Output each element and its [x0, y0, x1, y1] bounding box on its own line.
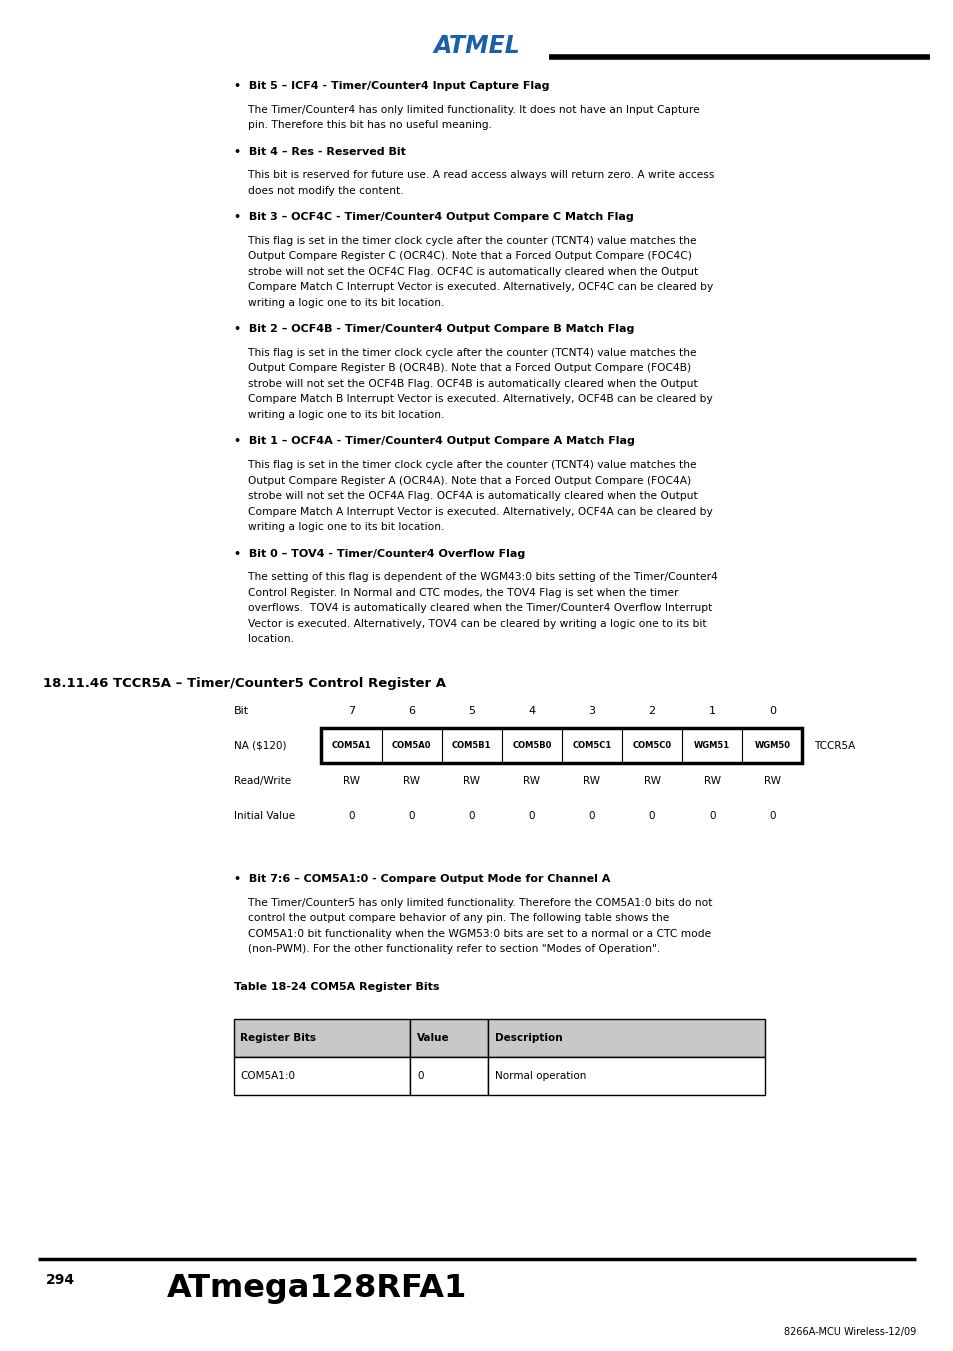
Text: This bit is reserved for future use. A read access always will return zero. A wr: This bit is reserved for future use. A r…: [248, 170, 714, 180]
Text: Table 18-24 COM5A Register Bits: Table 18-24 COM5A Register Bits: [233, 981, 438, 992]
Text: 4: 4: [528, 705, 535, 716]
Text: Normal operation: Normal operation: [495, 1071, 586, 1081]
Text: COM5C1: COM5C1: [572, 742, 611, 750]
Text: 0: 0: [468, 811, 475, 821]
Text: RW: RW: [763, 775, 780, 786]
Text: 0: 0: [648, 811, 655, 821]
Text: RW: RW: [343, 775, 359, 786]
Text: 18.11.46 TCCR5A – Timer/Counter5 Control Register A: 18.11.46 TCCR5A – Timer/Counter5 Control…: [43, 677, 445, 690]
Text: •  Bit 0 – TOV4 - Timer/Counter4 Overflow Flag: • Bit 0 – TOV4 - Timer/Counter4 Overflow…: [233, 549, 524, 558]
Text: strobe will not set the OCF4A Flag. OCF4A is automatically cleared when the Outp: strobe will not set the OCF4A Flag. OCF4…: [248, 490, 697, 501]
Text: This flag is set in the timer clock cycle after the counter (TCNT4) value matche: This flag is set in the timer clock cycl…: [248, 347, 696, 358]
Text: COM5B1: COM5B1: [452, 742, 491, 750]
Text: Description: Description: [495, 1034, 562, 1043]
Bar: [488, 1019, 764, 1056]
Text: •  Bit 3 – OCF4C - Timer/Counter4 Output Compare C Match Flag: • Bit 3 – OCF4C - Timer/Counter4 Output …: [233, 212, 633, 222]
Text: Control Register. In Normal and CTC modes, the TOV4 Flag is set when the timer: Control Register. In Normal and CTC mode…: [248, 588, 678, 597]
Text: ATmega128RFA1: ATmega128RFA1: [167, 1273, 467, 1304]
Text: The Timer/Counter4 has only limited functionality. It does not have an Input Cap: The Timer/Counter4 has only limited func…: [248, 105, 700, 115]
Text: control the output compare behavior of any pin. The following table shows the: control the output compare behavior of a…: [248, 913, 669, 923]
Text: RW: RW: [703, 775, 720, 786]
Text: writing a logic one to its bit location.: writing a logic one to its bit location.: [248, 409, 444, 420]
Text: 0: 0: [708, 811, 715, 821]
Text: TCCR5A: TCCR5A: [813, 740, 854, 751]
Text: location.: location.: [248, 634, 294, 644]
Bar: [410, 1019, 488, 1056]
Text: Output Compare Register A (OCR4A). Note that a Forced Output Compare (FOC4A): Output Compare Register A (OCR4A). Note …: [248, 476, 690, 485]
Text: pin. Therefore this bit has no useful meaning.: pin. Therefore this bit has no useful me…: [248, 120, 492, 130]
Text: The Timer/Counter5 has only limited functionality. Therefore the COM5A1:0 bits d: The Timer/Counter5 has only limited func…: [248, 897, 712, 908]
Text: 5: 5: [468, 705, 475, 716]
Text: Register Bits: Register Bits: [240, 1034, 316, 1043]
Text: WGM50: WGM50: [754, 742, 789, 750]
Text: 8266A-MCU Wireless-12/09: 8266A-MCU Wireless-12/09: [782, 1327, 915, 1336]
Text: COM5A1: COM5A1: [332, 742, 371, 750]
Text: 0: 0: [528, 811, 535, 821]
Text: Read/Write: Read/Write: [233, 775, 291, 786]
Text: Compare Match C Interrupt Vector is executed. Alternatively, OCF4C can be cleare: Compare Match C Interrupt Vector is exec…: [248, 282, 713, 292]
Text: does not modify the content.: does not modify the content.: [248, 185, 403, 196]
Text: This flag is set in the timer clock cycle after the counter (TCNT4) value matche: This flag is set in the timer clock cycl…: [248, 459, 696, 470]
Text: 1: 1: [708, 705, 715, 716]
Text: writing a logic one to its bit location.: writing a logic one to its bit location.: [248, 297, 444, 308]
Text: •  Bit 7:6 – COM5A1:0 - Compare Output Mode for Channel A: • Bit 7:6 – COM5A1:0 - Compare Output Mo…: [233, 874, 610, 884]
Text: Output Compare Register B (OCR4B). Note that a Forced Output Compare (FOC4B): Output Compare Register B (OCR4B). Note …: [248, 363, 690, 373]
Text: Compare Match A Interrupt Vector is executed. Alternatively, OCF4A can be cleare: Compare Match A Interrupt Vector is exec…: [248, 507, 712, 516]
Text: 0: 0: [408, 811, 415, 821]
Text: COM5A1:0: COM5A1:0: [240, 1071, 295, 1081]
Text: •  Bit 4 – Res - Reserved Bit: • Bit 4 – Res - Reserved Bit: [233, 147, 405, 157]
Text: RW: RW: [403, 775, 419, 786]
Text: COM5C0: COM5C0: [632, 742, 671, 750]
Text: strobe will not set the OCF4C Flag. OCF4C is automatically cleared when the Outp: strobe will not set the OCF4C Flag. OCF4…: [248, 266, 698, 277]
Text: 0: 0: [588, 811, 595, 821]
Text: RW: RW: [643, 775, 659, 786]
Text: 2: 2: [648, 705, 655, 716]
Text: •  Bit 5 – ICF4 - Timer/Counter4 Input Capture Flag: • Bit 5 – ICF4 - Timer/Counter4 Input Ca…: [233, 81, 549, 91]
Text: 0: 0: [348, 811, 355, 821]
Text: Compare Match B Interrupt Vector is executed. Alternatively, OCF4B can be cleare: Compare Match B Interrupt Vector is exec…: [248, 394, 712, 404]
Text: The setting of this flag is dependent of the WGM43:0 bits setting of the Timer/C: The setting of this flag is dependent of…: [248, 571, 718, 582]
Bar: [233, 1019, 410, 1056]
Bar: [321, 728, 801, 763]
Text: RW: RW: [523, 775, 539, 786]
Text: Bit: Bit: [233, 705, 249, 716]
Text: Vector is executed. Alternatively, TOV4 can be cleared by writing a logic one to: Vector is executed. Alternatively, TOV4 …: [248, 619, 706, 628]
Text: This flag is set in the timer clock cycle after the counter (TCNT4) value matche: This flag is set in the timer clock cycl…: [248, 235, 696, 246]
Text: ATMEL: ATMEL: [434, 34, 519, 58]
Text: 3: 3: [588, 705, 595, 716]
Text: RW: RW: [463, 775, 479, 786]
Text: 0: 0: [768, 705, 775, 716]
Text: RW: RW: [583, 775, 599, 786]
Bar: [233, 1056, 410, 1094]
Text: 0: 0: [768, 811, 775, 821]
Text: writing a logic one to its bit location.: writing a logic one to its bit location.: [248, 521, 444, 532]
Text: •  Bit 1 – OCF4A - Timer/Counter4 Output Compare A Match Flag: • Bit 1 – OCF4A - Timer/Counter4 Output …: [233, 436, 634, 446]
Text: 6: 6: [408, 705, 415, 716]
Text: Value: Value: [416, 1034, 449, 1043]
Text: Output Compare Register C (OCR4C). Note that a Forced Output Compare (FOC4C): Output Compare Register C (OCR4C). Note …: [248, 251, 691, 261]
Text: overflows.  TOV4 is automatically cleared when the Timer/Counter4 Overflow Inter: overflows. TOV4 is automatically cleared…: [248, 603, 712, 613]
Text: •  Bit 2 – OCF4B - Timer/Counter4 Output Compare B Match Flag: • Bit 2 – OCF4B - Timer/Counter4 Output …: [233, 324, 634, 334]
Text: strobe will not set the OCF4B Flag. OCF4B is automatically cleared when the Outp: strobe will not set the OCF4B Flag. OCF4…: [248, 378, 697, 389]
Text: 294: 294: [46, 1273, 75, 1286]
Text: 7: 7: [348, 705, 355, 716]
Text: COM5A0: COM5A0: [392, 742, 431, 750]
Text: COM5B0: COM5B0: [512, 742, 551, 750]
Text: NA ($120): NA ($120): [233, 740, 286, 751]
Text: 0: 0: [416, 1071, 423, 1081]
Bar: [410, 1056, 488, 1094]
Text: WGM51: WGM51: [694, 742, 729, 750]
Text: (non-PWM). For the other functionality refer to section "Modes of Operation".: (non-PWM). For the other functionality r…: [248, 944, 659, 954]
Text: COM5A1:0 bit functionality when the WGM53:0 bits are set to a normal or a CTC mo: COM5A1:0 bit functionality when the WGM5…: [248, 928, 711, 939]
Bar: [488, 1056, 764, 1094]
Text: Initial Value: Initial Value: [233, 811, 294, 821]
